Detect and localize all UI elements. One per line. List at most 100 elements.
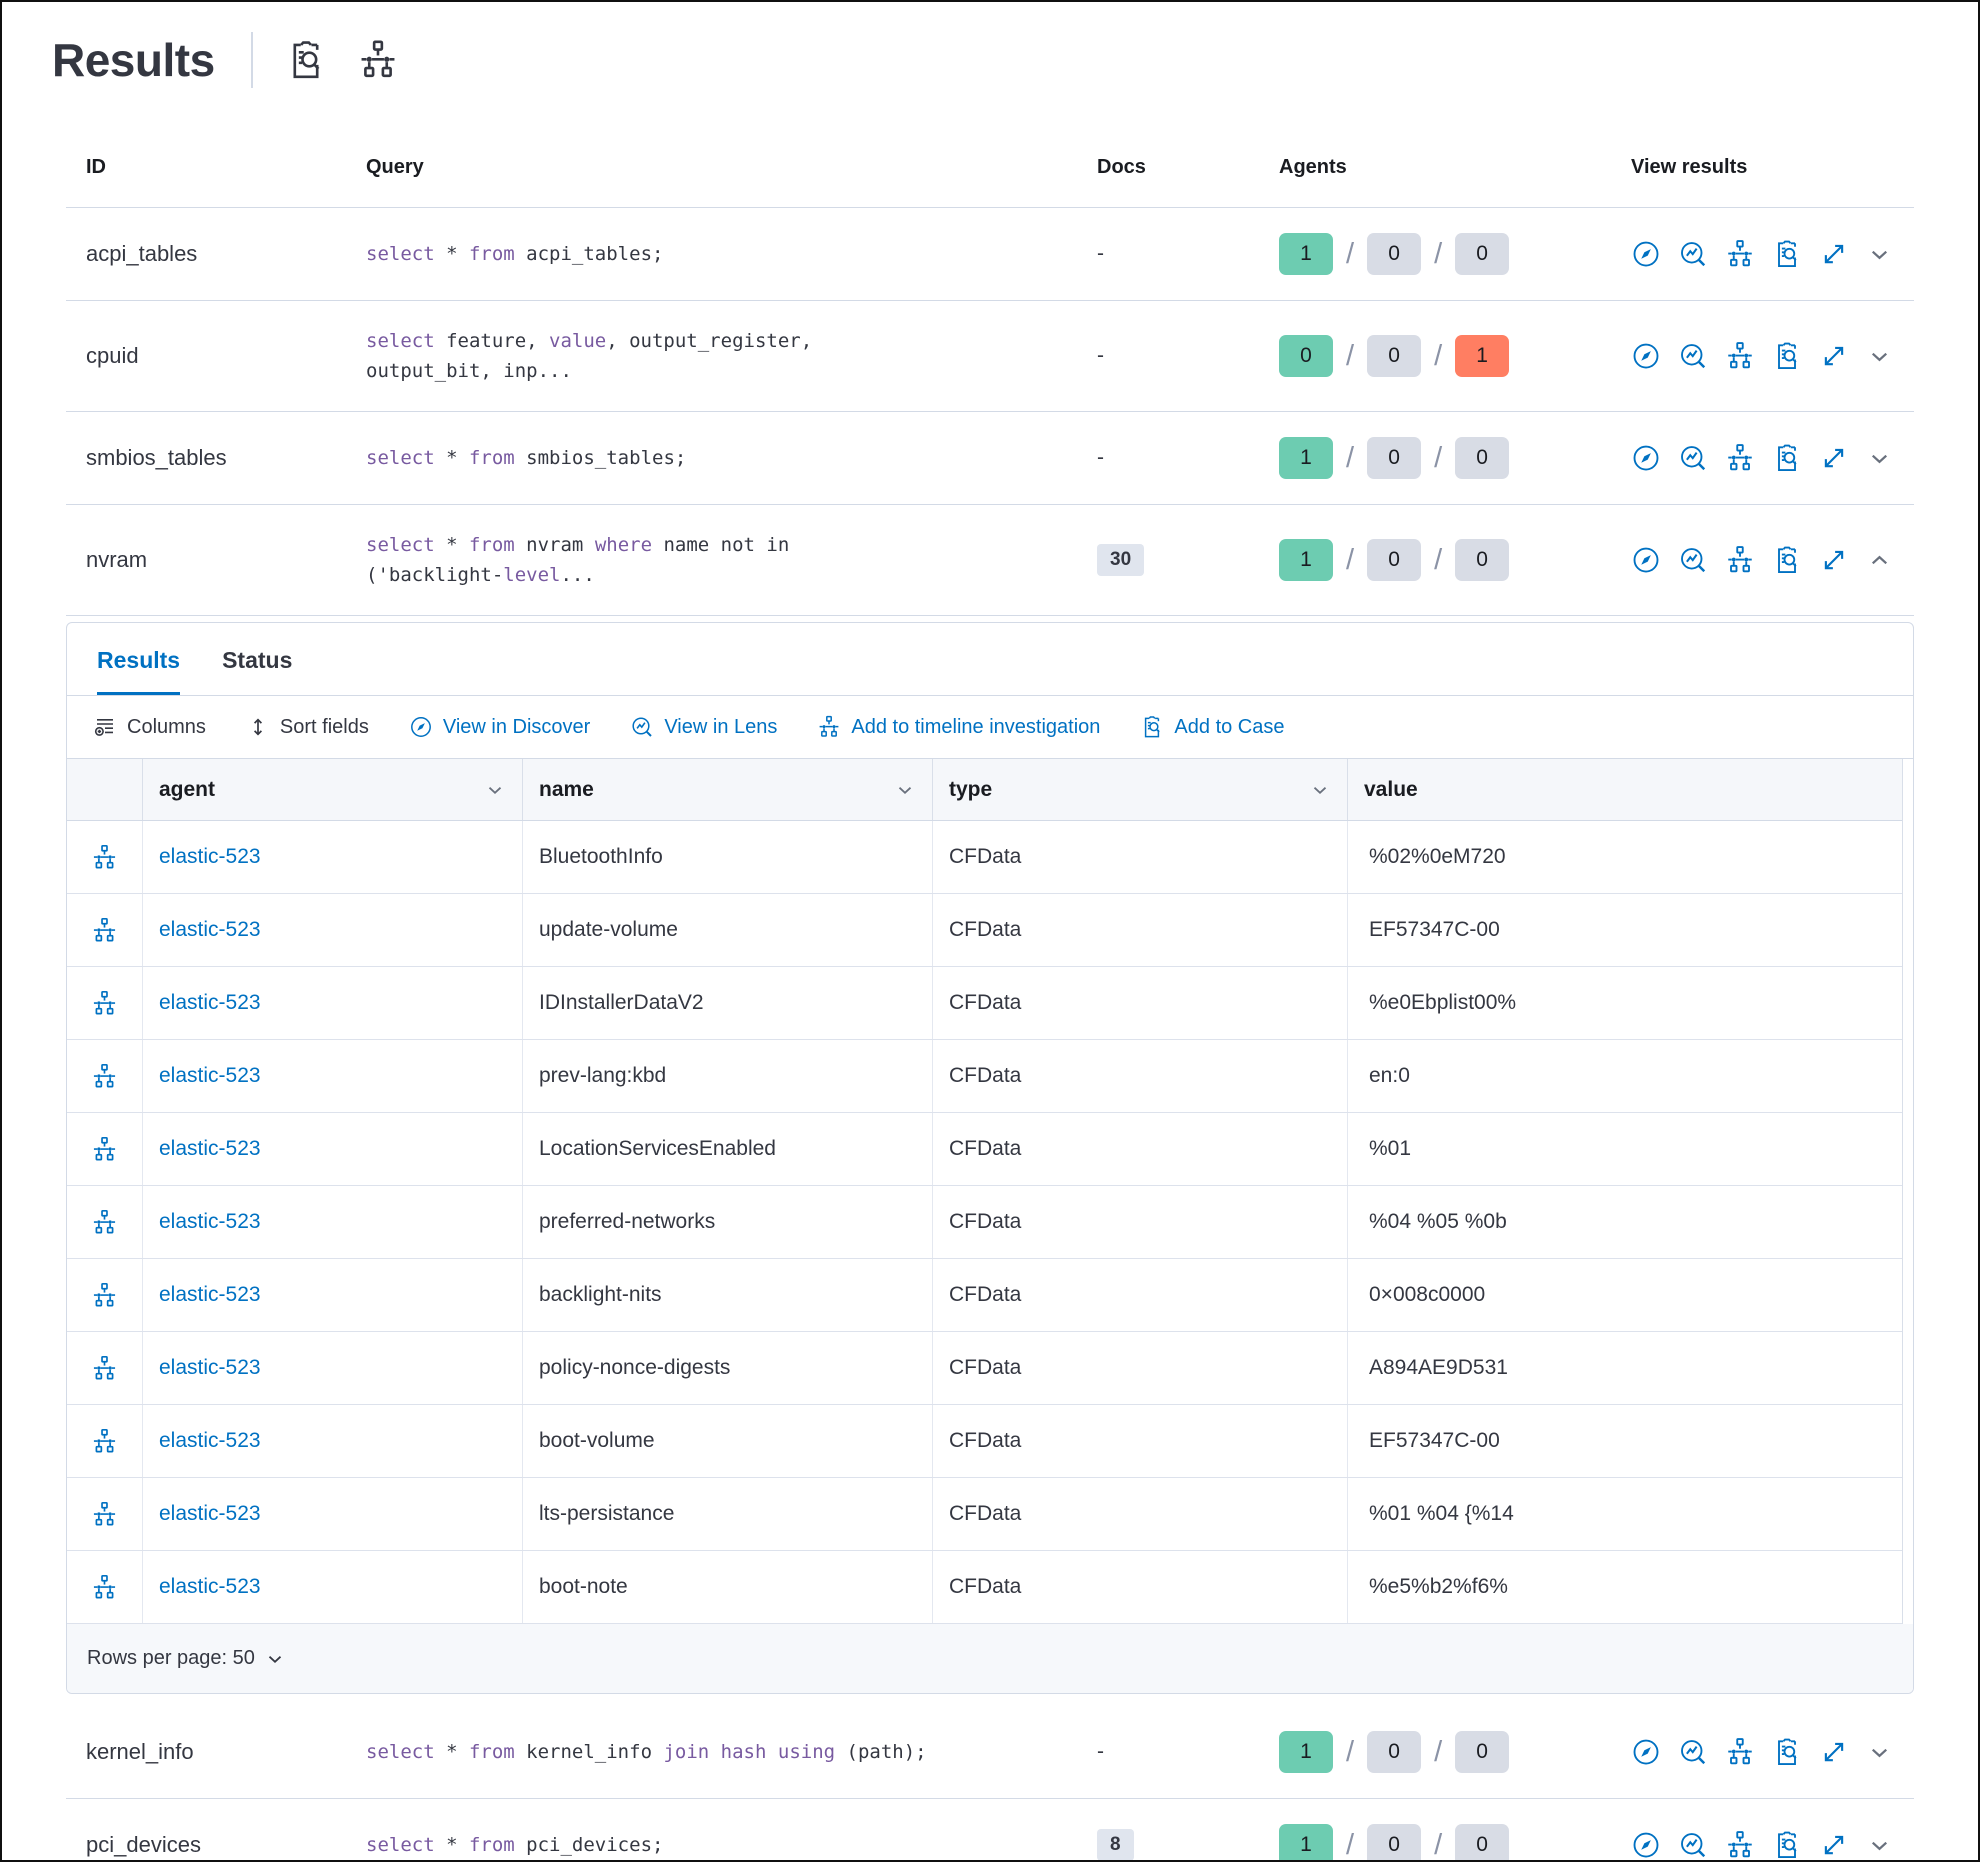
lens-icon[interactable]	[1678, 1830, 1708, 1860]
timeline-icon[interactable]	[91, 844, 118, 871]
timeline-icon[interactable]	[91, 1501, 118, 1528]
toolbar-view-in-lens[interactable]: View in Lens	[630, 715, 777, 739]
case-icon[interactable]	[1772, 1830, 1802, 1860]
discover-icon[interactable]	[1631, 1737, 1661, 1767]
cell-type: CFData	[933, 1478, 1348, 1550]
agents-pending-badge: 0	[1367, 335, 1422, 377]
agents-status: 1 / 0 / 0	[1231, 1731, 1581, 1773]
expand-icon[interactable]	[1819, 341, 1849, 371]
case-icon[interactable]	[1772, 1737, 1802, 1767]
timeline-icon[interactable]	[1725, 239, 1755, 269]
tab-results[interactable]: Results	[97, 647, 181, 695]
lens-icon[interactable]	[1678, 341, 1708, 371]
grid-column-header-name[interactable]: name	[523, 759, 933, 820]
grid-column-header-value[interactable]: value	[1364, 777, 1418, 801]
agents-success-badge: 0	[1279, 335, 1333, 377]
agents-success-badge: 1	[1279, 437, 1333, 479]
badge-separator: /	[1346, 339, 1355, 372]
docs-count-badge: 8	[1097, 1828, 1134, 1860]
cell-name: update-volume	[523, 894, 933, 966]
agent-link[interactable]: elastic-523	[159, 1575, 261, 1598]
timeline-icon[interactable]	[1725, 341, 1755, 371]
toolbar-view-in-discover[interactable]: View in Discover	[409, 715, 590, 739]
case-icon[interactable]	[1772, 545, 1802, 575]
lens-icon[interactable]	[1678, 545, 1708, 575]
toolbar-sort-fields[interactable]: Sort fields	[246, 715, 369, 739]
timeline-icon[interactable]	[1725, 1737, 1755, 1767]
expand-icon[interactable]	[1819, 1737, 1849, 1767]
timeline-icon[interactable]	[91, 1428, 118, 1455]
agent-link[interactable]: elastic-523	[159, 1356, 261, 1379]
timeline-icon[interactable]	[91, 1136, 118, 1163]
columns-icon	[93, 715, 117, 739]
agent-link[interactable]: elastic-523	[159, 1429, 261, 1452]
agent-link[interactable]: elastic-523	[159, 991, 261, 1014]
chevron-down-icon[interactable]	[264, 1648, 286, 1670]
timeline-icon[interactable]	[1725, 1830, 1755, 1860]
grid-body: elastic-523 BluetoothInfo CFData %02%0eM720…	[67, 821, 1902, 1624]
lens-icon[interactable]	[1678, 443, 1708, 473]
grid-footer: Rows per page: 50	[67, 1624, 1913, 1693]
chevron-down-icon[interactable]	[1866, 445, 1893, 472]
lens-icon[interactable]	[1678, 239, 1708, 269]
chevron-down-icon[interactable]	[1866, 1832, 1893, 1859]
toolbar-columns[interactable]: Columns	[93, 715, 206, 739]
chevron-down-icon[interactable]	[1866, 1739, 1893, 1766]
discover-icon[interactable]	[1631, 239, 1661, 269]
timeline-icon[interactable]	[91, 1209, 118, 1236]
toolbar-add-to-timeline-investigation[interactable]: Add to timeline investigation	[817, 715, 1100, 739]
cell-value: EF57347C-00	[1369, 918, 1500, 941]
timeline-icon[interactable]	[91, 1282, 118, 1309]
agent-link[interactable]: elastic-523	[159, 1137, 261, 1160]
grid-row: elastic-523 boot-note CFData %e5%b2%f6%	[67, 1551, 1902, 1624]
expand-icon[interactable]	[1819, 545, 1849, 575]
timeline-icon[interactable]	[91, 990, 118, 1017]
timeline-icon[interactable]	[91, 1355, 118, 1382]
case-icon[interactable]	[1772, 443, 1802, 473]
discover-icon[interactable]	[1631, 545, 1661, 575]
badge-separator: /	[1434, 237, 1443, 270]
grid-row-actions	[67, 821, 143, 893]
rows-per-page-label[interactable]: Rows per page: 50	[87, 1647, 255, 1669]
expand-icon[interactable]	[1819, 239, 1849, 269]
agent-link[interactable]: elastic-523	[159, 918, 261, 941]
query-id: kernel_info	[86, 1739, 194, 1764]
timeline-icon[interactable]	[1725, 443, 1755, 473]
chevron-down-icon[interactable]	[1866, 343, 1893, 370]
discover-icon[interactable]	[1631, 341, 1661, 371]
queries-table: ID Query Docs Agents View results acpi_t…	[66, 128, 1914, 1860]
discover-icon[interactable]	[1631, 1830, 1661, 1860]
agents-failed-badge: 0	[1455, 437, 1510, 479]
agent-link[interactable]: elastic-523	[159, 1210, 261, 1233]
case-icon[interactable]	[285, 39, 327, 81]
timeline-icon[interactable]	[357, 39, 399, 81]
chevron-down-icon[interactable]	[1866, 241, 1893, 268]
timeline-icon	[817, 715, 841, 739]
cell-name: backlight-nits	[523, 1259, 933, 1331]
timeline-icon[interactable]	[91, 1574, 118, 1601]
toolbar-add-to-case[interactable]: Add to Case	[1140, 715, 1285, 739]
expand-icon[interactable]	[1819, 443, 1849, 473]
agent-link[interactable]: elastic-523	[159, 1064, 261, 1087]
agent-link[interactable]: elastic-523	[159, 845, 261, 868]
results-data-grid: agent name type value elastic-523 BluetoothI…	[67, 759, 1903, 1624]
expand-icon[interactable]	[1819, 1830, 1849, 1860]
agent-link[interactable]: elastic-523	[159, 1502, 261, 1525]
timeline-icon[interactable]	[1725, 545, 1755, 575]
grid-row-actions	[67, 894, 143, 966]
tab-status[interactable]: Status	[222, 647, 293, 673]
agent-link[interactable]: elastic-523	[159, 1283, 261, 1306]
timeline-icon[interactable]	[91, 1063, 118, 1090]
query-docs: -	[1061, 1740, 1231, 1764]
chevron-up-icon[interactable]	[1866, 547, 1893, 574]
cell-value: %04 %05 %0b	[1369, 1210, 1507, 1233]
case-icon[interactable]	[1772, 341, 1802, 371]
grid-column-header-type[interactable]: type	[933, 759, 1348, 820]
timeline-icon[interactable]	[91, 917, 118, 944]
case-icon[interactable]	[1772, 239, 1802, 269]
discover-icon[interactable]	[1631, 443, 1661, 473]
lens-icon[interactable]	[1678, 1737, 1708, 1767]
cell-type: CFData	[933, 1405, 1348, 1477]
grid-column-header-agent[interactable]: agent	[143, 759, 523, 820]
docs-empty: -	[1097, 242, 1104, 265]
